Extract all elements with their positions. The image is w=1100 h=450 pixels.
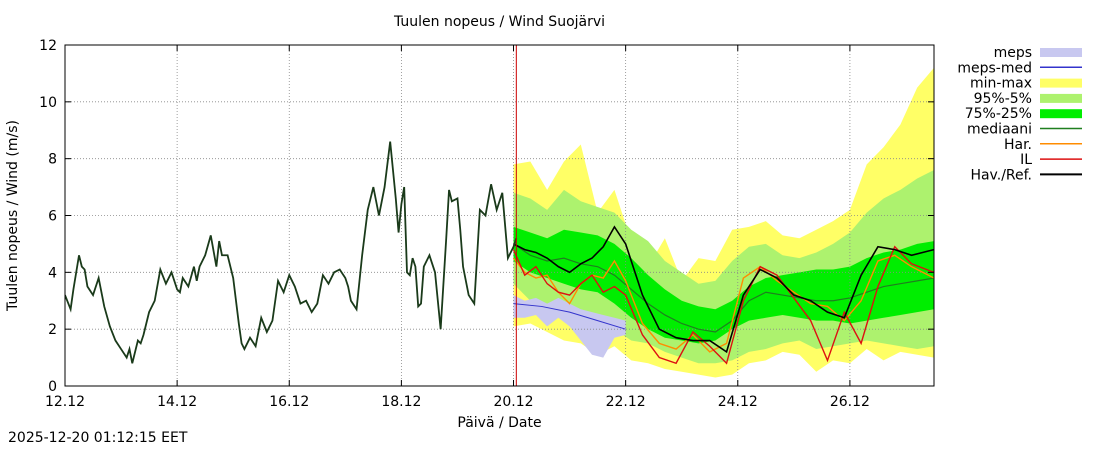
legend-swatch (1040, 48, 1082, 57)
legend-label: 75%-25% (965, 106, 1032, 122)
legend-label: mediaani (967, 122, 1032, 138)
y-tick-label: 10 (39, 95, 57, 111)
forecast-bands (513, 67, 934, 378)
x-tick-label: 24.12 (718, 394, 758, 410)
legend-label: IL (1020, 152, 1032, 168)
il-line (512, 245, 934, 365)
x-axis-label: Päivä / Date (457, 415, 541, 431)
y-tick-label: 0 (48, 379, 57, 395)
y-tick-label: 2 (48, 322, 57, 338)
x-tick-label: 22.12 (606, 394, 646, 410)
x-tick-label: 20.12 (493, 394, 533, 410)
chart-title: Tuulen nopeus / Wind Suojärvi (393, 14, 605, 30)
x-tick-label: 26.12 (830, 394, 870, 410)
legend-swatch (1040, 93, 1082, 103)
y-axis-label: Tuulen nopeus / Wind (m/s) (5, 120, 21, 312)
grid (65, 45, 934, 386)
x-tick-label: 18.12 (381, 394, 421, 410)
legend-label: 95%-5% (974, 91, 1032, 107)
y-tick-label: 6 (48, 209, 57, 225)
legend-label: Hav./Ref. (970, 167, 1032, 183)
legend-label: Har. (1004, 137, 1032, 153)
y-tick-label: 12 (39, 38, 57, 54)
x-tick-label: 16.12 (269, 394, 309, 410)
observed-line (65, 141, 518, 364)
legend-label: meps-med (957, 60, 1032, 76)
y-tick-label: 8 (48, 152, 57, 168)
x-tick-label: 14.12 (157, 394, 197, 410)
forecast-ref-line (513, 225, 934, 354)
y-tick-label: 4 (48, 265, 57, 281)
x-tick-label: 12.12 (45, 394, 85, 410)
p75-25-band (513, 226, 934, 344)
meps-band (513, 295, 626, 358)
legend-swatch (1040, 78, 1082, 88)
legend-label: meps (994, 45, 1032, 61)
harmonie-line (512, 254, 934, 353)
legend-label: min-max (970, 76, 1032, 92)
axis-ticks: 0 2 4 6 8 10 12 12.12 14.12 16.12 18.12 20.12 22.12 2… (39, 38, 934, 410)
legend: mepsmeps-medmin-max95%-5%75%-25%mediaani… (957, 45, 1082, 183)
series-lines (65, 45, 934, 386)
timestamp: 2025-12-20 01:12:15 EET (8, 430, 188, 446)
legend-swatch (1040, 109, 1082, 119)
meps-med-line (513, 303, 626, 330)
